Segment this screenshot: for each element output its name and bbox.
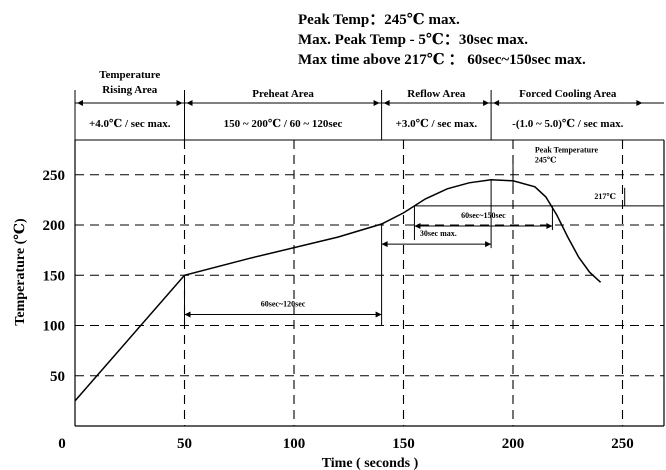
x-tick-label: 50 <box>177 436 192 452</box>
zone-name: Forced Cooling Area <box>519 88 617 100</box>
zone-arrow-head-left <box>77 100 83 106</box>
y-tick-label: 200 <box>43 218 66 234</box>
grid <box>75 140 664 426</box>
zone-rate: -(1.0 ~ 5.0)℃ / sec max. <box>512 118 623 130</box>
x-axis-title: Time ( seconds ) <box>322 456 419 470</box>
x-tick-label: 150 <box>392 436 415 452</box>
zone-arrow-head-right <box>483 100 490 106</box>
zone-arrow-head-right <box>636 100 643 106</box>
zone-name-line1: Temperature <box>99 69 160 81</box>
zone-rate: 150 ~ 200℃ / 60 ~ 120sec <box>224 118 343 130</box>
tick-labels: 50 100 150 200 250 0 50 100 150 200 250 <box>43 168 634 452</box>
preheat-time-dimension-arrow-right <box>375 311 382 318</box>
near-peak-dimension-arrow-right <box>485 241 492 248</box>
zone-arrow-head-left <box>186 100 193 106</box>
axes <box>74 140 665 427</box>
zone-header: Temperature Rising Area +4.0℃ / sec max. Pr… <box>74 69 664 141</box>
preheat-time-dimension-arrow-left <box>184 311 191 318</box>
header-near-peak: Max. Peak Temp - 5℃：30sec max. <box>298 32 528 48</box>
preheat-time-label: 60sec~120sec <box>261 299 306 308</box>
peak-label-line2: 245℃ <box>535 156 557 165</box>
y-tick-label: 150 <box>43 268 66 284</box>
level-217-label: 217℃ <box>594 192 616 201</box>
zone-rate: +4.0℃ / sec max. <box>89 118 171 130</box>
zone-rate: +3.0℃ / sec max. <box>396 118 478 130</box>
header-peak-temp: Peak Temp：245℃ max. <box>298 12 460 28</box>
y-tick-label: 250 <box>43 168 66 184</box>
peak-label-line1: Peak Temperature <box>535 146 599 155</box>
x-tick-label: 200 <box>502 436 525 452</box>
above217-dimension-arrow-right <box>546 223 553 230</box>
series-layer <box>74 179 602 402</box>
x-tick-label: 250 <box>611 436 634 452</box>
zone-arrow-head-left <box>493 100 500 106</box>
above217-label: 60sec~150sec <box>461 211 506 220</box>
near-peak-label: 30sec max. <box>420 229 457 238</box>
zone-arrow-head-right <box>373 100 380 106</box>
y-axis-title: Temperature (℃) <box>13 218 28 326</box>
near-peak-dimension-arrow-left <box>381 241 388 248</box>
zone-name-line2: Rising Area <box>102 84 158 96</box>
y-tick-label: 100 <box>43 319 66 335</box>
x-tick-label: 0 <box>58 436 66 452</box>
zone-name: Preheat Area <box>252 88 314 100</box>
x-tick-label: 100 <box>283 436 306 452</box>
zone-name: Reflow Area <box>407 88 466 100</box>
series-line <box>74 179 602 402</box>
annotations: 60sec~120sec 217℃ 60sec~150sec 30sec max. Pe… <box>184 146 664 326</box>
header-time-above: Max time above 217℃ ： 60sec~150sec max. <box>298 52 586 68</box>
zone-arrow-head-left <box>383 100 390 106</box>
above217-dimension-arrow-left <box>414 223 421 230</box>
y-tick-label: 50 <box>50 369 65 385</box>
zone-arrow-head-right <box>176 100 183 106</box>
